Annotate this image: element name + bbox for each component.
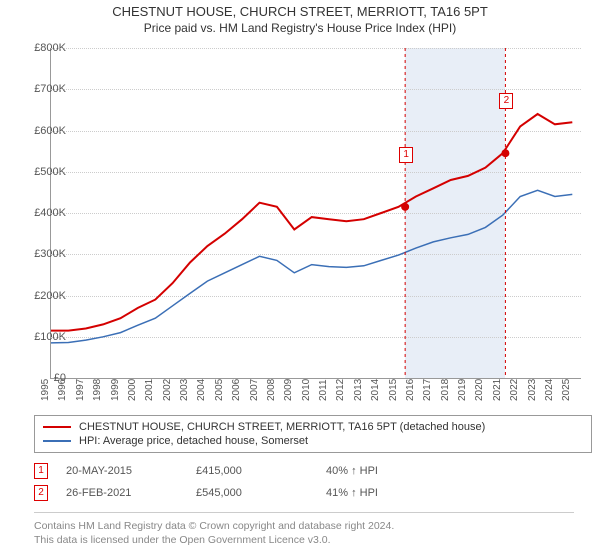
xtick-label: 2005 bbox=[214, 379, 225, 401]
legend-item-hpi: HPI: Average price, detached house, Some… bbox=[43, 434, 583, 448]
row-index: 2 bbox=[34, 485, 48, 501]
xtick-label: 1997 bbox=[75, 379, 86, 401]
row-delta: 41% ↑ HPI bbox=[326, 487, 456, 499]
legend-label-property: CHESTNUT HOUSE, CHURCH STREET, MERRIOTT,… bbox=[79, 421, 485, 433]
xtick-label: 2001 bbox=[144, 379, 155, 401]
row-price: £545,000 bbox=[196, 487, 326, 499]
xtick-label: 1999 bbox=[110, 379, 121, 401]
xtick-label: 2025 bbox=[561, 379, 572, 401]
xtick-label: 2023 bbox=[527, 379, 538, 401]
xtick-label: 2003 bbox=[179, 379, 190, 401]
row-date: 20-MAY-2015 bbox=[66, 465, 196, 477]
xtick-label: 2022 bbox=[509, 379, 520, 401]
xtick-label: 2006 bbox=[231, 379, 242, 401]
xtick-label: 2012 bbox=[335, 379, 346, 401]
xtick-label: 2008 bbox=[266, 379, 277, 401]
xtick-label: 2007 bbox=[249, 379, 260, 401]
xtick-label: 2021 bbox=[492, 379, 503, 401]
container: CHESTNUT HOUSE, CHURCH STREET, MERRIOTT,… bbox=[0, 0, 600, 560]
credits-line2: This data is licensed under the Open Gov… bbox=[34, 533, 574, 547]
xtick-label: 2016 bbox=[405, 379, 416, 401]
sales-table: 1 20-MAY-2015 £415,000 40% ↑ HPI 2 26-FE… bbox=[34, 460, 574, 504]
xtick-label: 2014 bbox=[370, 379, 381, 401]
table-row: 1 20-MAY-2015 £415,000 40% ↑ HPI bbox=[34, 460, 574, 482]
xtick-label: 2009 bbox=[283, 379, 294, 401]
xtick-label: 2019 bbox=[457, 379, 468, 401]
legend-label-hpi: HPI: Average price, detached house, Some… bbox=[79, 435, 308, 447]
legend: CHESTNUT HOUSE, CHURCH STREET, MERRIOTT,… bbox=[34, 415, 592, 453]
row-index: 1 bbox=[34, 463, 48, 479]
xtick-label: 2011 bbox=[318, 379, 329, 401]
row-date: 26-FEB-2021 bbox=[66, 487, 196, 499]
page-subtitle: Price paid vs. HM Land Registry's House … bbox=[0, 19, 600, 35]
marker-dot bbox=[401, 203, 409, 211]
xtick-label: 2002 bbox=[162, 379, 173, 401]
legend-swatch-property bbox=[43, 426, 71, 428]
xtick-label: 2018 bbox=[440, 379, 451, 401]
xtick-label: 2000 bbox=[127, 379, 138, 401]
series-property bbox=[51, 114, 572, 331]
page-title: CHESTNUT HOUSE, CHURCH STREET, MERRIOTT,… bbox=[0, 0, 600, 19]
credits-line1: Contains HM Land Registry data © Crown c… bbox=[34, 519, 574, 533]
marker-dot bbox=[501, 149, 509, 157]
marker-number-box: 1 bbox=[399, 147, 413, 163]
xtick-label: 2013 bbox=[353, 379, 364, 401]
row-price: £415,000 bbox=[196, 465, 326, 477]
legend-item-property: CHESTNUT HOUSE, CHURCH STREET, MERRIOTT,… bbox=[43, 420, 583, 434]
xtick-label: 2015 bbox=[388, 379, 399, 401]
chart-area: 1995199619971998199920002001200220032004… bbox=[50, 48, 581, 379]
xtick-label: 2024 bbox=[544, 379, 555, 401]
xtick-label: 2004 bbox=[196, 379, 207, 401]
xtick-label: 2017 bbox=[422, 379, 433, 401]
row-delta: 40% ↑ HPI bbox=[326, 465, 456, 477]
xtick-label: 1998 bbox=[92, 379, 103, 401]
table-row: 2 26-FEB-2021 £545,000 41% ↑ HPI bbox=[34, 482, 574, 504]
credits: Contains HM Land Registry data © Crown c… bbox=[34, 512, 574, 547]
xtick-label: 2020 bbox=[474, 379, 485, 401]
xtick-label: 2010 bbox=[301, 379, 312, 401]
legend-swatch-hpi bbox=[43, 440, 71, 442]
marker-number-box: 2 bbox=[499, 93, 513, 109]
series-hpi bbox=[51, 190, 572, 343]
